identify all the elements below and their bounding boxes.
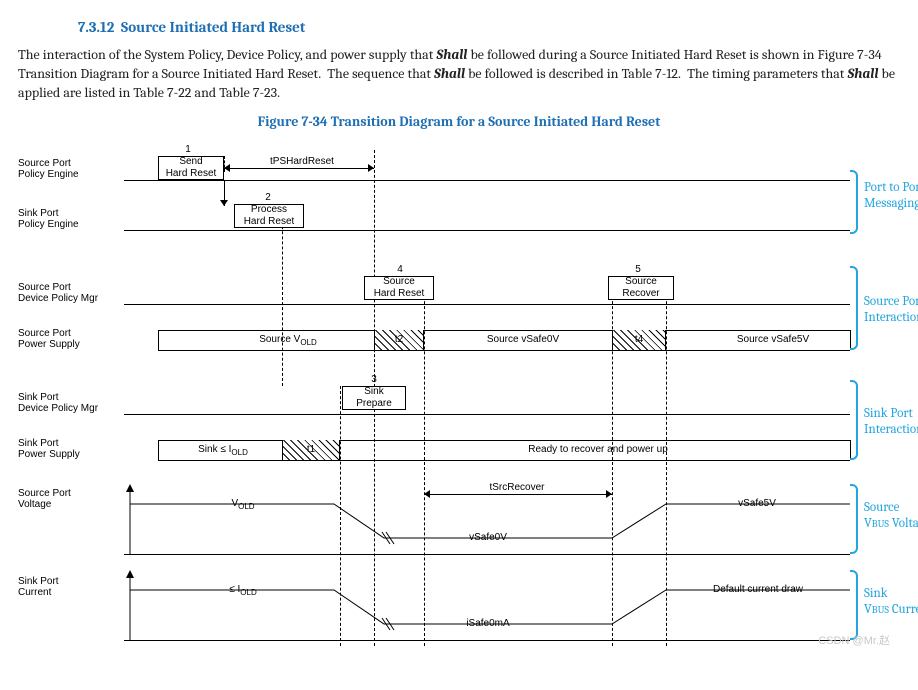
side-label: Source PortInteraction: [864, 294, 918, 327]
bracket: [850, 570, 858, 640]
wave-label: vSafe5V: [722, 498, 792, 509]
watermark: CSDN @Mr.赵: [818, 632, 890, 648]
lane-label: Sink PortCurrent: [18, 576, 114, 598]
wave-label: Default current draw: [688, 584, 828, 595]
body-paragraph: The interaction of the System Policy, De…: [18, 46, 900, 103]
event-box: SendHard Reset: [158, 156, 224, 180]
event-number: 3: [344, 374, 404, 385]
ps-seg: Source VOLD: [238, 334, 338, 347]
lane-label: Source PortDevice Policy Mgr: [18, 282, 114, 304]
wave-label: ≤ IOLD: [218, 584, 268, 597]
ps-t: t1: [298, 444, 324, 455]
current-waveform: [124, 570, 850, 642]
side-label: SourceVBUS Voltage: [864, 500, 918, 533]
event-box: ProcessHard Reset: [234, 204, 304, 228]
section-heading: 7.3.12 Source Initiated Hard Reset: [78, 18, 900, 36]
event-box: SourceHard Reset: [364, 276, 434, 300]
side-label: Sink PortInteraction: [864, 406, 918, 439]
wave-label: VOLD: [218, 498, 268, 511]
wave-label: vSafe0V: [448, 532, 528, 543]
event-number: 1: [158, 144, 218, 155]
event-box: SinkPrepare: [342, 386, 406, 410]
event-number: 5: [608, 264, 668, 275]
timing-label: tPSHardReset: [252, 156, 352, 167]
lane-label: Source PortPolicy Engine: [18, 158, 114, 180]
side-label: Port to PortMessaging: [864, 180, 918, 213]
section-title: Source Initiated Hard Reset: [121, 18, 305, 36]
ps-t: t2: [386, 334, 412, 345]
ps-t: t4: [626, 334, 652, 345]
section-number: 7.3.12: [78, 18, 114, 36]
ps-seg: Source vSafe5V: [718, 334, 828, 345]
lane-label: Sink PortPolicy Engine: [18, 208, 114, 230]
bracket: [850, 484, 858, 554]
lane-label: Sink PortDevice Policy Mgr: [18, 392, 114, 414]
ps-seg: Ready to recover and power up: [458, 444, 738, 455]
lane-label: Source PortVoltage: [18, 488, 114, 510]
ps-seg: Source vSafe0V: [458, 334, 588, 345]
wave-label: iSafe0mA: [448, 618, 528, 629]
transition-diagram: Source PortPolicy Engine Sink PortPolicy…: [18, 140, 900, 650]
event-box: SourceRecover: [608, 276, 674, 300]
figure-caption: Figure 7-34 Transition Diagram for a Sou…: [18, 113, 900, 130]
bracket: [850, 266, 858, 350]
figure-title: Transition Diagram for a Source Initiate…: [331, 113, 661, 130]
event-number: 4: [370, 264, 430, 275]
event-number: 2: [238, 192, 298, 203]
figure-number: Figure 7-34: [258, 113, 328, 130]
bracket: [850, 380, 858, 460]
ps-seg: Sink ≤ IOLD: [178, 444, 268, 457]
side-label: SinkVBUS Current: [864, 586, 918, 619]
timing-label: tSrcRecover: [472, 482, 562, 493]
lane-label: Sink PortPower Supply: [18, 438, 114, 460]
lane-label: Source PortPower Supply: [18, 328, 114, 350]
bracket: [850, 170, 858, 234]
